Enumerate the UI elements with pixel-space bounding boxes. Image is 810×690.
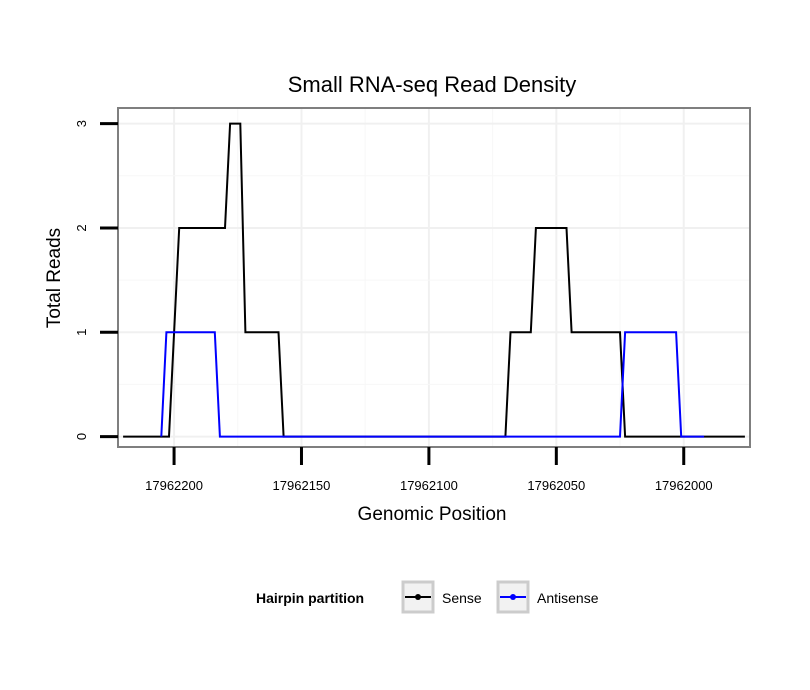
x-axis-ticks: 17962200 17962150 17962100 17962050 17962000 (145, 447, 713, 493)
legend-key-antisense-point (510, 594, 516, 600)
y-tick-label: 2 (74, 224, 89, 231)
series-line-sense (123, 122, 745, 438)
legend-label-sense: Sense (442, 590, 482, 606)
x-tick-label: 17962050 (527, 478, 585, 493)
y-axis-title: Total Reads (44, 228, 65, 328)
y-tick-label: 0 (74, 433, 89, 440)
x-tick-label: 17962200 (145, 478, 203, 493)
plot-border (117, 107, 751, 448)
legend-label-antisense: Antisense (537, 590, 599, 606)
legend-key-sense-point (415, 594, 421, 600)
y-axis-ticks: 0 1 2 3 (74, 120, 118, 440)
series-lines (123, 122, 745, 438)
y-tick-label: 3 (74, 120, 89, 127)
series-line-antisense (160, 331, 705, 438)
chart-title: Small RNA-seq Read Density (288, 72, 577, 97)
x-tick-label: 17962100 (400, 478, 458, 493)
x-axis-title: Genomic Position (358, 504, 507, 525)
x-tick-label: 17962150 (273, 478, 331, 493)
legend-key-antisense (496, 580, 530, 614)
legend: Hairpin partition Sense Antisense (256, 580, 599, 614)
plot-panel (118, 108, 750, 447)
x-tick-label: 17962000 (655, 478, 713, 493)
legend-title: Hairpin partition (256, 590, 364, 606)
y-tick-label: 1 (74, 329, 89, 336)
